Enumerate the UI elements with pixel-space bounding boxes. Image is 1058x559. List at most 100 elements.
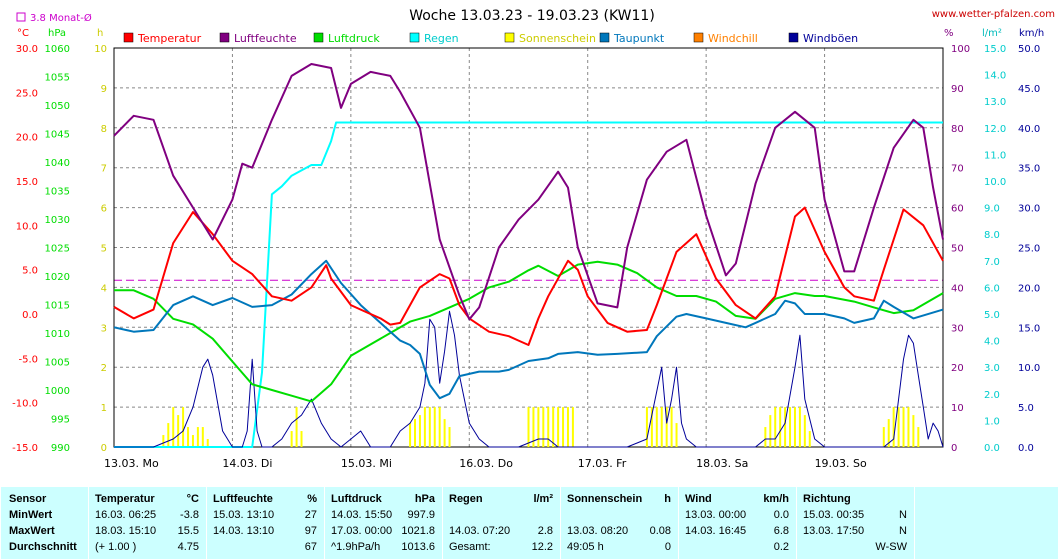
stats-hum-max-val: 97 [304, 525, 317, 537]
tick-press: 1050 [45, 101, 70, 112]
bar-sonnenschein [172, 407, 175, 447]
sonnenschein-bars [162, 407, 920, 447]
stats-hum-min-time: 15.03. 13:10 [213, 509, 275, 521]
tick-wind: 5.0 [1018, 403, 1034, 414]
stats-sun-unit: h [664, 493, 671, 505]
tick-rain: 11.0 [984, 150, 1006, 161]
site-url[interactable]: www.wetter-pfalzen.com [932, 9, 1055, 20]
bar-sonnenschein [902, 407, 905, 447]
stats-temp-avg-note: (+ 1.00 ) [95, 541, 137, 553]
bar-sonnenschein [907, 407, 910, 447]
series-lines [113, 63, 944, 448]
tick-press: 995 [51, 415, 70, 426]
stats-temp-max-time: 18.03. 15:10 [95, 525, 157, 537]
tick-sun: 6 [101, 204, 107, 215]
stats-rain-header: Regen [449, 493, 483, 505]
bar-sonnenschein [201, 427, 204, 447]
legend-swatch-taupunkt [599, 32, 610, 43]
tick-hum: 60 [951, 204, 964, 215]
series-line-regen [114, 121, 943, 448]
tick-press: 1045 [45, 130, 70, 141]
axes: 30.025.020.015.010.05.00.0-5.0-10.0-15.0… [12, 44, 1040, 454]
bar-sonnenschein [428, 407, 431, 447]
legend-label-luftfeuchte: Luftfeuchte [234, 32, 297, 45]
bar-sonnenschein [774, 407, 777, 447]
tick-temp: -5.0 [18, 354, 38, 365]
bar-sonnenschein [162, 435, 165, 447]
tick-press: 1035 [45, 187, 70, 198]
bar-sonnenschein [300, 431, 303, 447]
stats-temp-min-time: 16.03. 06:25 [95, 509, 157, 521]
bar-sonnenschein [167, 423, 170, 447]
series-line-luftfeuchte [113, 63, 944, 321]
stats-sun-total-time: 49:05 h [567, 541, 604, 553]
tick-rain: 12.0 [984, 124, 1006, 135]
stats-rain-total-label: Gesamt: [449, 541, 491, 553]
stats-press-avg-note: ^1.9hPa/h [331, 541, 381, 553]
bar-sonnenschein [532, 407, 535, 447]
tick-rain: 2.0 [984, 390, 1000, 401]
tick-sun: 9 [101, 84, 107, 95]
stats-col-wind: Wind km/h 13.03. 00:00 0.0 14.03. 16:45 … [678, 487, 797, 559]
tick-press: 1025 [45, 244, 70, 255]
x-tick-labels: 13.03. Mo 14.03. Di 15.03. Mi 16.03. Do 17.0… [104, 457, 867, 470]
tick-rain: 4.0 [984, 337, 1000, 348]
tick-press: 1055 [45, 73, 70, 84]
tick-temp: 5.0 [22, 266, 38, 277]
x-tick-label: 15.03. Mi [341, 457, 392, 470]
unit-wind: km/h [1019, 28, 1044, 39]
stats-hum-max-time: 14.03. 13:10 [213, 525, 275, 537]
tick-temp: 25.0 [16, 88, 38, 99]
bar-sonnenschein [566, 407, 569, 447]
bar-sonnenschein [793, 407, 796, 447]
tick-rain: 1.0 [984, 416, 1000, 427]
unit-luftdruck: hPa [48, 28, 66, 39]
bar-sonnenschein [547, 407, 550, 447]
tick-press: 1005 [45, 358, 70, 369]
bar-sonnenschein [295, 407, 298, 447]
grid [113, 47, 944, 448]
x-tick-label: 17.03. Fr [578, 457, 627, 470]
bar-sonnenschein [892, 407, 895, 447]
stats-rain-max-val: 2.8 [537, 525, 553, 537]
bar-sonnenschein [798, 407, 801, 447]
stats-press-max-time: 17.03. 00:00 [331, 525, 393, 537]
tick-rain: 14.0 [984, 71, 1006, 82]
tick-temp: 15.0 [16, 177, 38, 188]
bar-sonnenschein [784, 407, 787, 447]
tick-hum: 30 [951, 323, 964, 334]
tick-temp: 30.0 [16, 44, 38, 55]
legend-label-regen: Regen [424, 32, 459, 45]
stats-wind-header: Wind [685, 493, 712, 505]
chart-title: Woche 13.03.23 - 19.03.23 (KW11) [409, 8, 655, 24]
bar-sonnenschein [191, 435, 194, 447]
stats-wind-max-time: 14.03. 16:45 [685, 525, 747, 537]
stats-hum-header: Luftfeuchte [213, 493, 273, 505]
stats-col-sensor: Sensor MinWert MaxWert Durchschnitt [0, 487, 89, 559]
legend-label-windboeen: Windböen [803, 32, 858, 45]
tick-hum: 70 [951, 164, 964, 175]
bar-sonnenschein [665, 407, 668, 447]
stats-col-sonnenschein: Sonnenschein h 13.03. 08:20 0.08 49:05 h… [560, 487, 679, 559]
tick-sun: 2 [101, 363, 107, 374]
stats-hum-min-val: 27 [304, 509, 317, 521]
bar-sonnenschein [552, 407, 555, 447]
tick-wind: 40.0 [1018, 124, 1040, 135]
bar-sonnenschein [557, 407, 560, 447]
legend-label-temperatur: Temperatur [137, 32, 202, 45]
tick-wind: 25.0 [1018, 244, 1040, 255]
tick-rain: 3.0 [984, 363, 1000, 374]
bar-sonnenschein [290, 431, 293, 447]
x-tick-label: 14.03. Di [222, 457, 272, 470]
stats-dir-max-val: N [899, 525, 907, 537]
tick-wind: 15.0 [1018, 323, 1040, 334]
stats-sun-max-time: 13.03. 08:20 [567, 525, 629, 537]
x-tick-label: 18.03. Sa [696, 457, 748, 470]
tick-sun: 5 [101, 244, 107, 255]
tick-rain: 10.0 [984, 177, 1006, 188]
tick-press: 1000 [45, 386, 70, 397]
stats-row-min: MinWert [9, 509, 53, 521]
bar-sonnenschein [177, 415, 180, 447]
bar-sonnenschein [789, 407, 792, 447]
tick-temp: 10.0 [16, 221, 38, 232]
